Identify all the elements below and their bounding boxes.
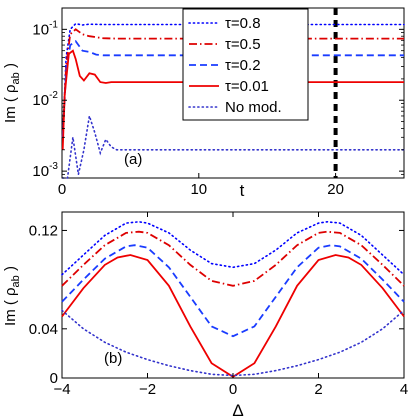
panel-a: 0 10 20 10-3 10-2 10-1 τ=0.8 τ=0.5 τ=0.2 τ=0.01 N… [2, 7, 405, 200]
panel-b-x-tick-label: 0 [229, 381, 237, 398]
panel-a-series-line-0 [61, 22, 405, 139]
panel-a-y-tick-label: 10-3 [32, 161, 58, 180]
panel-a-label: (a) [124, 151, 142, 168]
panel-a-x-axis-label: t [240, 181, 245, 200]
panel-a-x-tick-label: 10 [190, 181, 207, 198]
legend-label: τ=0.5 [225, 36, 261, 53]
legend-label: τ=0.8 [225, 15, 261, 32]
panel-b-y-axis-label: Im ( ρab ) [2, 266, 22, 326]
panel-b-series-line-2 [61, 244, 405, 338]
panel-b-y-tick-label: 0.12 [29, 222, 58, 239]
panel-b-x-tick-label: 2 [314, 381, 322, 398]
panel-b: −4 −2 0 2 4 0 0.04 0.12 (b) Δ Im ( ρab ) [2, 211, 408, 420]
panel-a-y-tick-label: 10-1 [32, 19, 58, 38]
panel-a-ticks: 0 10 20 10-3 10-2 10-1 [32, 7, 404, 198]
panel-a-series-line-3 [61, 49, 404, 150]
panel-a-series-line-4 [61, 115, 405, 179]
panel-b-x-tick-label: −4 [53, 381, 70, 398]
panel-a-series [61, 22, 405, 179]
panel-b-series-line-1 [61, 230, 405, 287]
panel-b-x-tick-label: −2 [139, 381, 156, 398]
panel-a-series-line-1 [61, 28, 404, 138]
panel-b-frame [61, 211, 405, 379]
legend-label: τ=0.01 [225, 78, 269, 95]
panel-a-y-axis-label: Im ( ρab ) [2, 63, 22, 123]
panel-b-ticks: −4 −2 0 2 4 0 0.04 0.12 [29, 212, 408, 398]
panel-b-series-line-0 [61, 220, 405, 276]
panel-b-series-line-4 [61, 309, 405, 377]
panel-b-x-axis-label: Δ [232, 401, 243, 420]
panel-b-y-tick-label: 0 [50, 370, 58, 387]
panel-b-y-tick-label: 0.04 [29, 321, 58, 338]
panel-a-y-tick-label: 10-2 [32, 90, 58, 109]
panel-a-x-tick-label: 20 [327, 181, 344, 198]
panel-b-x-tick-label: 4 [400, 381, 408, 398]
legend-label: No mod. [225, 99, 282, 116]
legend-label: τ=0.2 [225, 57, 261, 74]
panel-b-label: (b) [104, 350, 122, 367]
legend: τ=0.8 τ=0.5 τ=0.2 τ=0.01 No mod. [182, 8, 309, 121]
panel-a-x-tick-label: 0 [58, 181, 66, 198]
